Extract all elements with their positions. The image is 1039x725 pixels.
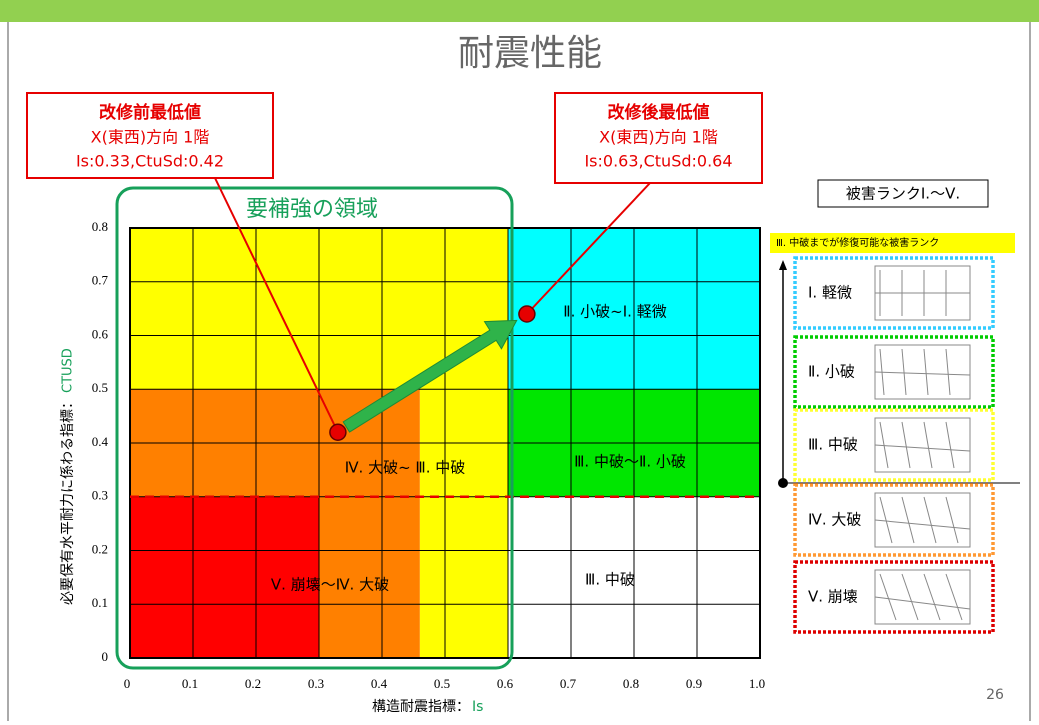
rank-box [793,335,995,409]
x-tick-label: 0.2 [245,676,261,691]
rank-sketch [874,417,971,473]
rank-label: Ⅴ. 崩壊 [808,588,858,606]
panel-title: 被害ランクⅠ.～Ⅴ. [846,185,960,203]
x-tick-label: 0.6 [497,676,514,691]
y-tick-label: 0.3 [92,488,108,503]
region-label: Ⅳ. 大破~ Ⅲ. 中破 [345,459,466,477]
callout-line: X(東西)方向 1階 [599,128,718,147]
y-tick-label: 0.2 [92,541,108,556]
x-axis-symbol: Is [472,699,483,715]
callout-title: 改修前最低値 [99,102,201,123]
data-point [329,423,347,441]
sketch-line [874,519,971,530]
panel-note-bg [770,233,1015,253]
header-bar [0,0,1039,22]
region-label: Ⅴ. 崩壊～Ⅳ. 大破 [271,576,389,594]
y-tick-label: 0.5 [92,380,108,395]
sketch-line [901,421,911,469]
sketch-line [945,573,963,621]
rank-label: Ⅳ. 大破 [808,511,861,529]
repairable-dot [778,478,788,488]
sketch-line [901,348,907,396]
x-tick-label: 0.1 [182,676,198,691]
sketch-line [874,371,971,376]
improvement-arrow [342,319,518,433]
x-tick-label: 0.5 [434,676,450,691]
data-point [518,305,536,323]
panel-title-box [817,179,989,208]
region-label: Ⅲ. 中破 [585,571,635,589]
callout-box [554,92,763,184]
sketch-line [923,573,941,621]
sketch-line [901,496,915,544]
region-label: Ⅲ. 中破～Ⅱ. 小破 [574,453,686,471]
damage-region [319,496,420,658]
y-tick-label: 0.7 [92,273,109,288]
callout-line: Is:0.33,CtuSd:0.42 [76,152,224,171]
plot-frame [129,227,761,659]
rank-sketch [874,265,971,321]
callout-line: X(東西)方向 1階 [91,128,210,147]
sketch-line [879,573,897,621]
sketch-line [945,496,959,544]
sketch-line [879,421,889,469]
sketch-line [945,348,951,396]
sketch-line [923,421,933,469]
x-tick-label: 0.9 [686,676,702,691]
page-number: 26 [986,687,1004,703]
x-tick-label: 0.4 [371,676,388,691]
slide-title: 耐震性能 [458,33,602,74]
sketch-line [874,596,971,610]
x-tick-label: 0 [124,676,131,691]
rank-box [793,483,995,557]
damage-region [419,389,508,658]
region-label: Ⅱ. 小破~Ⅰ. 軽微 [563,303,666,321]
sketch-line [874,444,971,452]
callout-box [26,92,274,179]
rank-box [793,408,995,482]
y-tick-label: 0.1 [92,595,108,610]
rank-sketch [874,344,971,400]
y-tick-label: 0.6 [92,326,109,341]
repairable-arrowhead [779,260,787,270]
sketch-line [923,496,937,544]
rank-label: Ⅰ. 軽微 [808,284,852,302]
sketch-line [945,421,955,469]
callout-line: Is:0.63,CtuSd:0.64 [584,152,732,171]
rank-label: Ⅲ. 中破 [808,436,858,454]
y-axis-symbol: CTUSD [61,348,76,393]
rank-sketch [874,569,971,625]
y-tick-label: 0.8 [92,219,108,234]
callout-leader [214,177,339,433]
panel-note: Ⅲ. 中破までが修復可能な被害ランク [776,236,939,249]
x-tick-label: 0.8 [623,676,639,691]
sketch-line [901,573,919,621]
rank-label: Ⅱ. 小破 [808,363,855,381]
x-tick-label: 0.3 [308,676,324,691]
reinforcement-zone [115,186,514,670]
sketch-line [879,496,893,544]
x-axis-label: 構造耐震指標： [372,699,470,715]
y-axis-label-group: 必要保有水平耐力に係わる指標： CTUSD [60,348,76,605]
callout-leader [526,182,651,315]
zone-label: 要補強の領域 [246,197,378,222]
y-axis-label: 必要保有水平耐力に係わる指標： [60,395,76,605]
callout-title: 改修後最低値 [608,102,710,123]
y-tick-label: 0.4 [92,434,109,449]
rank-sketch [874,492,971,548]
y-tick-label: 0 [102,649,109,664]
x-tick-label: 1.0 [749,676,765,691]
damage-region [130,496,319,658]
x-tick-label: 0.7 [560,676,577,691]
rank-box [793,560,995,634]
sketch-line [923,348,929,396]
